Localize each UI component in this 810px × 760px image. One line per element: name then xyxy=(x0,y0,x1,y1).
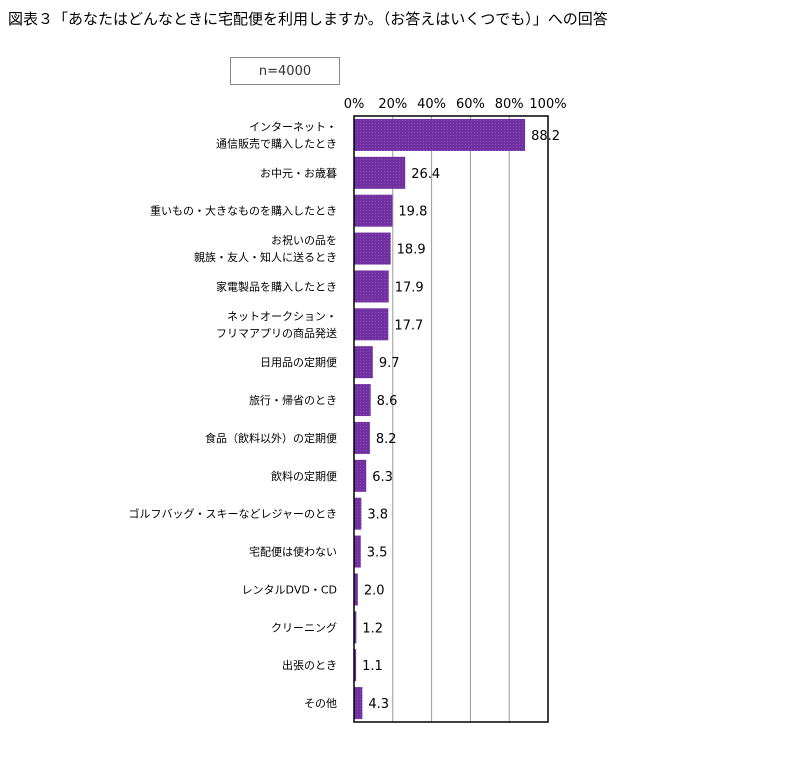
data-label: 2.0 xyxy=(364,583,385,598)
category-label: 重いもの・大きなものを購入したとき xyxy=(150,204,337,218)
data-label: 8.6 xyxy=(377,394,398,409)
category-label: お中元・お歳暮 xyxy=(260,166,337,180)
data-label: 17.9 xyxy=(395,280,424,295)
bar xyxy=(354,384,371,417)
bar xyxy=(354,573,358,606)
x-tick-label: 20% xyxy=(378,97,407,112)
category-label: ゴルフバッグ・スキーなどレジャーのとき xyxy=(129,507,337,521)
bar xyxy=(354,232,391,265)
category-label: インターネット・ xyxy=(249,120,337,133)
category-label: 宅配便は使わない xyxy=(249,545,337,559)
category-label: 日用品の定期便 xyxy=(260,355,337,369)
x-tick-label: 100% xyxy=(529,97,566,112)
data-label: 26.4 xyxy=(411,167,440,182)
category-label: 通信販売で購入したとき xyxy=(216,136,337,150)
data-label: 1.1 xyxy=(362,659,383,674)
bar xyxy=(354,194,393,227)
x-tick-label: 40% xyxy=(417,97,446,112)
plot-frame xyxy=(353,115,549,723)
data-label: 3.8 xyxy=(367,508,388,523)
category-label: 出張のとき xyxy=(282,658,337,672)
bar xyxy=(354,308,389,341)
x-tick-label: 80% xyxy=(495,97,524,112)
bar xyxy=(354,611,357,644)
category-label: 旅行・帰省のとき xyxy=(249,393,337,407)
bar xyxy=(354,459,367,492)
category-label: 家電製品を購入したとき xyxy=(216,279,337,293)
chart-title: 図表３「あなたはどんなときに宅配便を利用しますか。（お答えはいくつでも）」への回… xyxy=(8,10,608,28)
data-label: 3.5 xyxy=(367,546,388,561)
data-label: 6.3 xyxy=(372,470,393,485)
data-label: 88.2 xyxy=(531,129,560,144)
bar xyxy=(354,346,373,379)
data-label: 8.2 xyxy=(376,432,397,447)
data-label: 19.8 xyxy=(398,205,427,220)
sample-size-box: n=4000 xyxy=(230,57,340,85)
category-label: 飲料の定期便 xyxy=(271,469,337,483)
category-label: レンタルDVD・CD xyxy=(242,583,337,596)
category-label: フリマアプリの商品発送 xyxy=(216,326,337,340)
bar xyxy=(354,118,526,151)
x-tick-label: 60% xyxy=(456,97,485,112)
bar xyxy=(354,535,361,568)
category-label: 親族・友人・知人に送るとき xyxy=(194,250,337,264)
bar xyxy=(354,497,362,530)
data-label: 9.7 xyxy=(379,356,400,371)
category-label: お祝いの品を xyxy=(271,233,337,247)
data-label: 1.2 xyxy=(362,621,383,636)
bar xyxy=(354,687,363,720)
bar xyxy=(354,421,370,454)
category-label: クリーニング xyxy=(271,620,337,634)
category-label: その他 xyxy=(304,697,337,710)
category-label: ネットオークション・ xyxy=(227,310,337,323)
bar xyxy=(354,156,406,189)
bar xyxy=(354,649,357,682)
data-label: 18.9 xyxy=(397,243,426,258)
bar xyxy=(354,270,389,303)
x-tick-label: 0% xyxy=(344,97,365,112)
data-label: 4.3 xyxy=(368,697,389,712)
category-label: 食品（飲料以外）の定期便 xyxy=(205,431,337,445)
data-label: 17.7 xyxy=(394,318,423,333)
